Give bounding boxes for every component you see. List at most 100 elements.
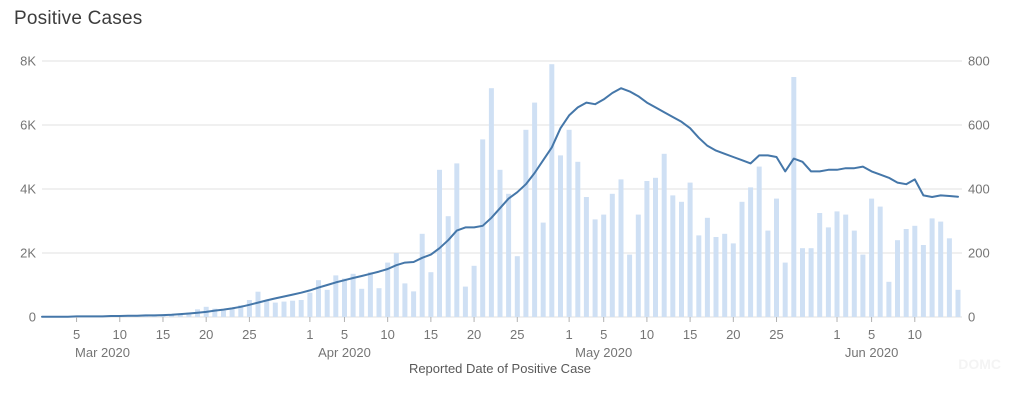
bar[interactable] <box>445 216 451 317</box>
month-label: May 2020 <box>575 345 632 360</box>
bar[interactable] <box>653 177 658 317</box>
bar[interactable] <box>480 139 486 317</box>
bar[interactable] <box>696 235 702 317</box>
bar[interactable] <box>497 169 503 317</box>
bar[interactable] <box>955 289 961 317</box>
bar[interactable] <box>627 254 633 317</box>
bar[interactable] <box>722 233 728 317</box>
x-tick-label: 1 <box>566 327 573 342</box>
bar[interactable] <box>454 163 460 317</box>
bar[interactable] <box>514 256 520 317</box>
bar[interactable] <box>342 278 347 317</box>
bar[interactable] <box>825 227 831 317</box>
bar[interactable] <box>428 272 434 317</box>
bar[interactable] <box>324 289 330 317</box>
bar[interactable] <box>532 102 538 317</box>
bar[interactable] <box>834 211 840 317</box>
bar[interactable] <box>609 193 615 317</box>
bar[interactable] <box>281 301 287 317</box>
bar[interactable] <box>644 181 650 317</box>
bar[interactable] <box>713 237 719 317</box>
bar[interactable] <box>774 198 779 317</box>
bar[interactable] <box>860 254 866 317</box>
bar[interactable] <box>411 291 417 317</box>
y-axis-label-right: 600 <box>968 118 990 133</box>
bar[interactable] <box>462 286 468 317</box>
bar[interactable] <box>540 222 546 317</box>
bar[interactable] <box>679 201 684 317</box>
bar[interactable] <box>765 230 771 317</box>
bar[interactable] <box>385 262 391 317</box>
bar[interactable] <box>437 169 442 317</box>
bar[interactable] <box>791 77 797 317</box>
bar[interactable] <box>298 300 304 317</box>
bar[interactable] <box>851 230 857 317</box>
bar[interactable] <box>393 253 399 317</box>
bar[interactable] <box>635 214 641 317</box>
bar[interactable] <box>739 201 745 317</box>
watermark: DOMC <box>958 356 1001 372</box>
bar[interactable] <box>238 305 244 317</box>
month-label: Jun 2020 <box>845 345 899 360</box>
bar[interactable] <box>307 292 313 317</box>
x-tick-label: 10 <box>380 327 394 342</box>
bar[interactable] <box>549 64 555 317</box>
bar[interactable] <box>920 245 926 317</box>
bar[interactable] <box>558 155 563 317</box>
bar[interactable] <box>782 262 788 317</box>
trend-line[interactable] <box>41 87 959 318</box>
bar[interactable] <box>186 312 192 318</box>
bar[interactable] <box>333 275 339 317</box>
bar[interactable] <box>730 243 736 317</box>
bar[interactable] <box>601 214 607 317</box>
bar[interactable] <box>212 308 218 317</box>
bar[interactable] <box>817 213 823 317</box>
bar[interactable] <box>687 182 693 317</box>
bar[interactable] <box>886 281 892 317</box>
bar[interactable] <box>359 288 365 317</box>
bar[interactable] <box>506 193 512 317</box>
bar[interactable] <box>592 219 598 317</box>
bar[interactable] <box>843 214 849 317</box>
bar[interactable] <box>877 206 883 317</box>
bar[interactable] <box>618 179 624 317</box>
bar[interactable] <box>419 233 425 317</box>
bar[interactable] <box>800 248 805 317</box>
bar[interactable] <box>316 280 321 317</box>
bar[interactable] <box>221 310 226 317</box>
bar[interactable] <box>523 129 529 317</box>
bar[interactable] <box>912 225 918 317</box>
bar[interactable] <box>661 153 667 317</box>
bar[interactable] <box>290 300 296 317</box>
bar[interactable] <box>903 229 909 317</box>
bar[interactable] <box>869 198 875 317</box>
bar[interactable] <box>255 291 261 317</box>
bar[interactable] <box>756 166 762 317</box>
bar[interactable] <box>488 88 494 317</box>
bar[interactable] <box>748 187 754 317</box>
bar[interactable] <box>583 197 589 317</box>
bar[interactable] <box>566 129 572 317</box>
bar[interactable] <box>272 302 278 317</box>
bar[interactable] <box>808 248 814 317</box>
bar[interactable] <box>929 218 935 317</box>
bar[interactable] <box>246 300 252 317</box>
chart-title: Positive Cases <box>14 8 143 29</box>
bar[interactable] <box>264 300 270 317</box>
bar[interactable] <box>895 240 900 317</box>
bar[interactable] <box>946 238 952 317</box>
bar[interactable] <box>367 272 373 317</box>
bar[interactable] <box>350 273 356 317</box>
x-tick-label: 5 <box>600 327 607 342</box>
bar[interactable] <box>575 161 581 317</box>
x-tick-label: 15 <box>683 327 697 342</box>
bar[interactable] <box>704 217 710 317</box>
bar[interactable] <box>229 308 235 317</box>
bar[interactable] <box>938 221 944 317</box>
bar[interactable] <box>471 265 477 317</box>
bar[interactable] <box>670 195 676 317</box>
bar[interactable] <box>177 313 183 317</box>
bar[interactable] <box>376 288 382 317</box>
bar[interactable] <box>402 283 408 317</box>
